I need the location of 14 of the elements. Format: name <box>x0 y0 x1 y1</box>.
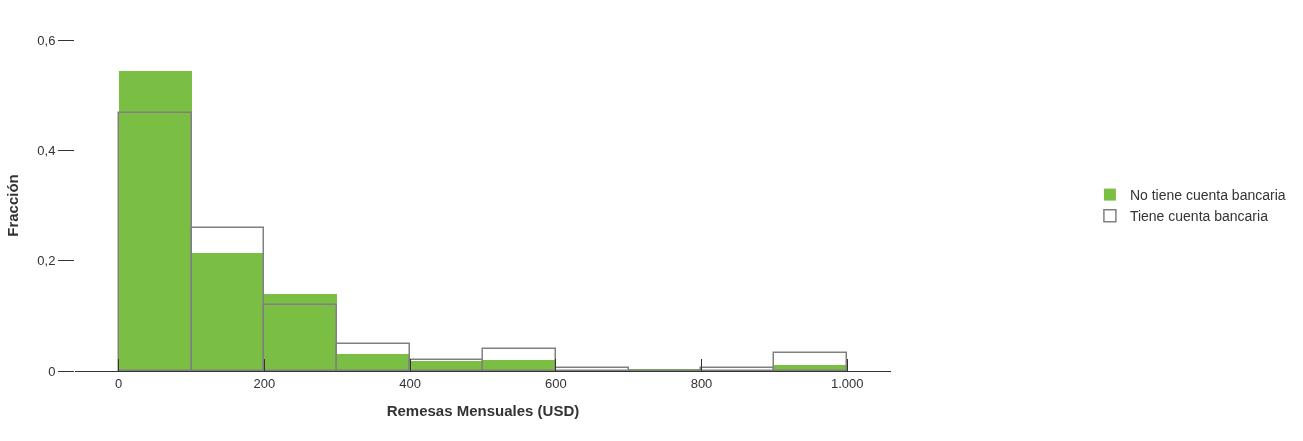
x-tick-label: 600 <box>544 375 567 391</box>
legend-label: Tiene cuenta bancaria <box>1129 208 1269 225</box>
y-tick-label: 0,2 <box>37 253 56 269</box>
x-tick-label: 400 <box>399 375 421 391</box>
legend-label: No tiene cuenta bancaria <box>1129 187 1286 204</box>
x-tick-label: 0 <box>115 375 123 391</box>
x-axis-title: Remesas Mensuales (USD) <box>386 401 580 419</box>
y-tick-label: 0,4 <box>37 142 56 158</box>
y-tick-label: 0 <box>48 363 56 379</box>
y-tick-label: 0,6 <box>37 32 56 48</box>
y-axis-title: Fracción <box>3 174 21 237</box>
x-tick-label: 800 <box>690 375 713 391</box>
x-tick-label: 1.000 <box>830 375 864 391</box>
x-tick-label: 200 <box>253 375 276 391</box>
